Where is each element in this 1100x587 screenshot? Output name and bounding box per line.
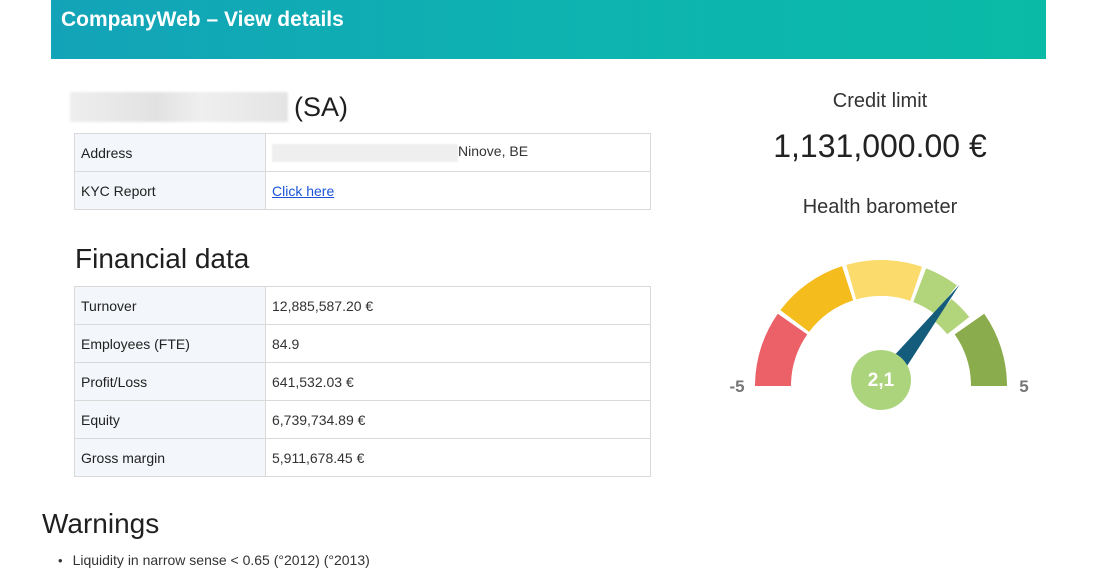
table-row: Equity 6,739,734.89 € bbox=[74, 400, 651, 439]
profit-loss-label: Profit/Loss bbox=[74, 362, 266, 401]
kyc-report-link[interactable]: Click here bbox=[272, 182, 335, 199]
gauge-band-light-green-2 bbox=[933, 298, 970, 335]
redacted-company-name bbox=[70, 92, 288, 122]
employees-label: Employees (FTE) bbox=[74, 324, 266, 363]
gauge-band-red bbox=[755, 313, 808, 386]
address-city: Ninove, BE bbox=[458, 143, 529, 160]
turnover-value: 12,885,587.20 € bbox=[265, 286, 651, 325]
gauge-band-orange bbox=[780, 266, 854, 332]
financial-data-heading: Financial data bbox=[75, 243, 250, 274]
kyc-report-label: KYC Report bbox=[74, 171, 266, 210]
health-barometer-title: Health barometer bbox=[802, 196, 958, 218]
credit-limit-title: Credit limit bbox=[832, 90, 928, 112]
health-barometer-gauge: 2,1 -5 5 bbox=[729, 260, 1029, 410]
warnings-list: Liquidity in narrow sense < 0.65 (°2012)… bbox=[58, 552, 370, 568]
gross-margin-label: Gross margin bbox=[74, 438, 266, 477]
app-header: CompanyWeb – View details bbox=[51, 0, 1046, 59]
table-row: Turnover 12,885,587.20 € bbox=[74, 286, 651, 325]
warning-item: Liquidity in narrow sense < 0.65 (°2012)… bbox=[58, 552, 370, 568]
table-row: Gross margin 5,911,678.45 € bbox=[74, 438, 651, 477]
credit-limit-value: 1,131,000.00 € bbox=[773, 128, 987, 164]
profit-loss-value: 641,532.03 € bbox=[265, 362, 651, 401]
gross-margin-value: 5,911,678.45 € bbox=[265, 438, 651, 477]
gauge-min-label: -5 bbox=[729, 377, 744, 396]
page-title: CompanyWeb – View details bbox=[61, 8, 344, 31]
gauge-value-label: 2,1 bbox=[868, 370, 895, 391]
gauge-band-light-green-1 bbox=[913, 268, 957, 315]
table-row: KYC Report Click here bbox=[74, 171, 651, 210]
employees-value: 84.9 bbox=[265, 324, 651, 363]
company-details-table: Address Ninove, BE KYC Report Click here bbox=[74, 133, 651, 210]
address-value: Ninove, BE bbox=[265, 133, 651, 172]
equity-value: 6,739,734.89 € bbox=[265, 400, 651, 439]
table-row: Employees (FTE) 84.9 bbox=[74, 324, 651, 363]
company-legal-form: (SA) bbox=[294, 91, 348, 122]
gauge-band-green bbox=[954, 313, 1007, 386]
equity-label: Equity bbox=[74, 400, 266, 439]
redacted-street-address bbox=[272, 143, 458, 162]
address-label: Address bbox=[74, 133, 266, 172]
table-row: Address Ninove, BE bbox=[74, 133, 651, 172]
turnover-label: Turnover bbox=[74, 286, 266, 325]
financial-data-table: Turnover 12,885,587.20 € Employees (FTE)… bbox=[74, 286, 651, 477]
company-name: (SA) bbox=[70, 90, 348, 124]
table-row: Profit/Loss 641,532.03 € bbox=[74, 362, 651, 401]
warnings-heading: Warnings bbox=[42, 508, 160, 539]
gauge-value-circle bbox=[851, 350, 911, 410]
kyc-report-cell: Click here bbox=[265, 171, 651, 210]
gauge-max-label: 5 bbox=[1019, 377, 1028, 396]
gauge-band-yellow bbox=[846, 260, 923, 301]
